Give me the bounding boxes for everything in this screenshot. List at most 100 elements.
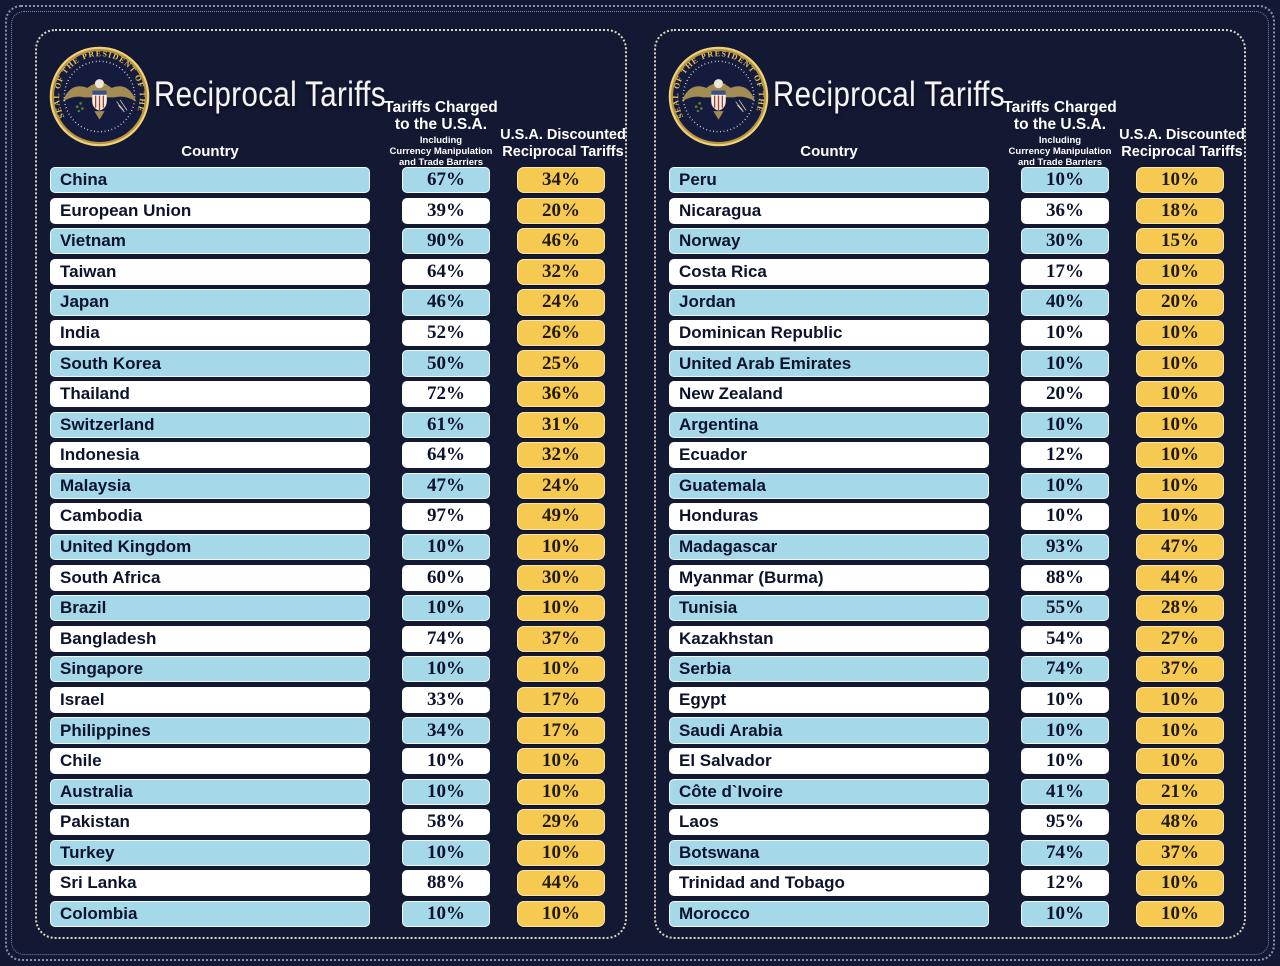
discounted-cell: 25% [517,350,605,377]
eagle-emblem [681,79,756,120]
table-row: Ecuador 12% 10% [669,442,1231,469]
discounted-cell: 32% [517,442,605,469]
table-row: Australia 10% 10% [50,778,612,805]
tariff-panel-right: SEAL OF THE PRESIDENT OF THE UNITED STAT… [654,29,1246,939]
charged-cell: 30% [1021,228,1109,255]
discounted-cell: 10% [1136,472,1224,499]
charged-cell: 10% [402,533,490,561]
country-cell: India [50,319,370,347]
charged-cell: 10% [1021,167,1109,194]
country-cell: Laos [669,809,989,836]
discounted-cell: 28% [1136,595,1224,622]
country-cell: Argentina [669,411,989,438]
table-row: Tunisia 55% 28% [669,595,1231,622]
charged-header-sub2: Currency Manipulation [389,145,493,157]
panels-container: SEAL OF THE PRESIDENT OF THE UNITED STAT… [35,29,1246,939]
country-cell: European Union [50,197,370,224]
discounted-cell: 10% [517,839,605,866]
discounted-cell: 37% [517,625,605,652]
table-row: South Africa 60% 30% [50,564,612,591]
charged-cell: 58% [402,809,490,836]
charged-cell: 10% [402,656,490,683]
charged-cell: 12% [1021,442,1109,469]
charged-cell: 20% [1021,381,1109,408]
table-row: Turkey 10% 10% [50,839,612,866]
charged-cell: 41% [1021,778,1109,805]
discounted-cell: 32% [517,258,605,285]
discounted-cell: 48% [1136,809,1224,836]
table-row: Malaysia 47% 24% [50,472,612,499]
discounted-cell: 10% [517,656,605,683]
country-cell: Switzerland [50,411,370,438]
charged-cell: 67% [402,167,490,194]
discounted-cell: 36% [517,381,605,408]
table-row: Cambodia 97% 49% [50,503,612,530]
panel-title: Reciprocal Tariffs [773,75,1005,114]
table-row: United Kingdom 10% 10% [50,533,612,561]
country-cell: Honduras [669,503,989,530]
charged-cell: 47% [402,472,490,499]
discounted-cell: 37% [1136,839,1224,866]
discounted-cell: 17% [517,717,605,744]
charged-cell: 90% [402,228,490,255]
discounted-header-line2: Reciprocal Tariffs [1121,144,1243,161]
country-cell: Tunisia [669,595,989,622]
discounted-cell: 24% [517,289,605,316]
panel-header: SEAL OF THE PRESIDENT OF THE UNITED STAT… [48,43,626,168]
country-cell: South Africa [50,564,370,591]
discounted-header-line2: Reciprocal Tariffs [502,144,624,161]
country-cell: El Salvador [669,747,989,775]
country-cell: Pakistan [50,809,370,836]
table-row: Switzerland 61% 31% [50,411,612,438]
table-row: Sri Lanka 88% 44% [50,870,612,897]
table-row: Egypt 10% 10% [669,686,1231,714]
table-row: Costa Rica 17% 10% [669,258,1231,285]
charged-cell: 10% [1021,411,1109,438]
column-header-tariffs-charged: Tariffs Charged to the U.S.A. Including … [355,99,527,168]
country-cell: Ecuador [669,442,989,469]
table-row: Saudi Arabia 10% 10% [669,717,1231,744]
country-cell: Morocco [669,900,989,928]
discounted-cell: 46% [517,228,605,255]
table-row: Bangladesh 74% 37% [50,625,612,652]
table-row: Brazil 10% 10% [50,595,612,622]
charged-cell: 40% [1021,289,1109,316]
charged-cell: 34% [402,717,490,744]
charged-header-sub3: and Trade Barriers [399,157,483,169]
country-cell: Jordan [669,289,989,316]
table-row: Peru 10% 10% [669,167,1231,194]
country-cell: Australia [50,778,370,805]
charged-header-line1: Tariffs Charged [384,99,498,116]
discounted-cell: 10% [1136,870,1224,897]
charged-cell: 10% [402,747,490,775]
discounted-cell: 49% [517,503,605,530]
country-cell: Egypt [669,686,989,714]
panel-title: Reciprocal Tariffs [154,75,386,114]
eagle-emblem [62,79,137,120]
table-row: Laos 95% 48% [669,809,1231,836]
country-cell: Côte d`Ivoire [669,778,989,805]
table-row: Pakistan 58% 29% [50,809,612,836]
charged-cell: 74% [1021,839,1109,866]
charged-cell: 54% [1021,625,1109,652]
country-cell: Vietnam [50,228,370,255]
table-row: United Arab Emirates 10% 10% [669,350,1231,377]
discounted-cell: 18% [1136,197,1224,224]
table-row: Myanmar (Burma) 88% 44% [669,564,1231,591]
tariff-panel-left: SEAL OF THE PRESIDENT OF THE UNITED STAT… [35,29,627,939]
charged-cell: 93% [1021,533,1109,561]
discounted-cell: 34% [517,167,605,194]
charged-cell: 88% [1021,564,1109,591]
country-cell: Costa Rica [669,258,989,285]
table-row: China 67% 34% [50,167,612,194]
charged-cell: 64% [402,258,490,285]
table-row: Colombia 10% 10% [50,900,612,928]
discounted-cell: 10% [1136,167,1224,194]
charged-header-line2: to the U.S.A. [394,116,488,134]
charged-header-sub1: Including [1038,134,1082,146]
table-row: Vietnam 90% 46% [50,228,612,255]
presidential-seal-icon: SEAL OF THE PRESIDENT OF THE UNITED STAT… [667,45,769,147]
charged-header-sub1: Including [419,134,463,146]
country-cell: Cambodia [50,503,370,530]
charged-cell: 17% [1021,258,1109,285]
